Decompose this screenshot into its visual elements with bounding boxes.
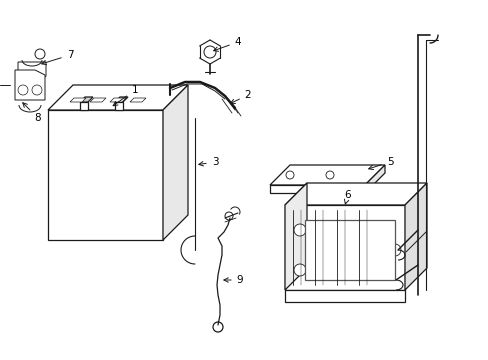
Polygon shape (364, 165, 384, 193)
Polygon shape (15, 70, 45, 100)
Polygon shape (269, 185, 364, 193)
Text: 2: 2 (230, 90, 251, 103)
Circle shape (203, 46, 216, 58)
Circle shape (353, 224, 365, 236)
Circle shape (18, 85, 28, 95)
Circle shape (32, 85, 42, 95)
Polygon shape (285, 183, 306, 290)
Text: 8: 8 (22, 103, 41, 123)
Polygon shape (285, 205, 404, 290)
Polygon shape (305, 220, 394, 280)
Polygon shape (48, 110, 163, 240)
Polygon shape (285, 183, 426, 205)
Text: 9: 9 (224, 275, 243, 285)
Circle shape (213, 322, 223, 332)
Text: 1: 1 (113, 85, 138, 106)
Polygon shape (80, 102, 88, 110)
Polygon shape (285, 290, 404, 302)
Polygon shape (163, 85, 187, 240)
Text: 5: 5 (368, 157, 392, 170)
Circle shape (293, 224, 305, 236)
Circle shape (35, 49, 45, 59)
Polygon shape (18, 62, 46, 82)
Polygon shape (110, 98, 126, 102)
Text: 7: 7 (41, 50, 73, 65)
Circle shape (388, 244, 400, 256)
Polygon shape (70, 98, 86, 102)
Polygon shape (115, 102, 123, 110)
Text: 6: 6 (344, 190, 350, 204)
Polygon shape (80, 97, 93, 102)
Circle shape (224, 212, 232, 220)
Circle shape (285, 171, 293, 179)
Text: 3: 3 (199, 157, 218, 167)
Polygon shape (130, 98, 146, 102)
Polygon shape (404, 183, 426, 290)
Bar (26, 76, 36, 90)
Polygon shape (48, 85, 187, 110)
Circle shape (293, 264, 305, 276)
Polygon shape (269, 165, 384, 185)
Polygon shape (115, 97, 128, 102)
Circle shape (325, 171, 333, 179)
Circle shape (353, 264, 365, 276)
Text: 4: 4 (213, 37, 241, 51)
Polygon shape (90, 98, 106, 102)
